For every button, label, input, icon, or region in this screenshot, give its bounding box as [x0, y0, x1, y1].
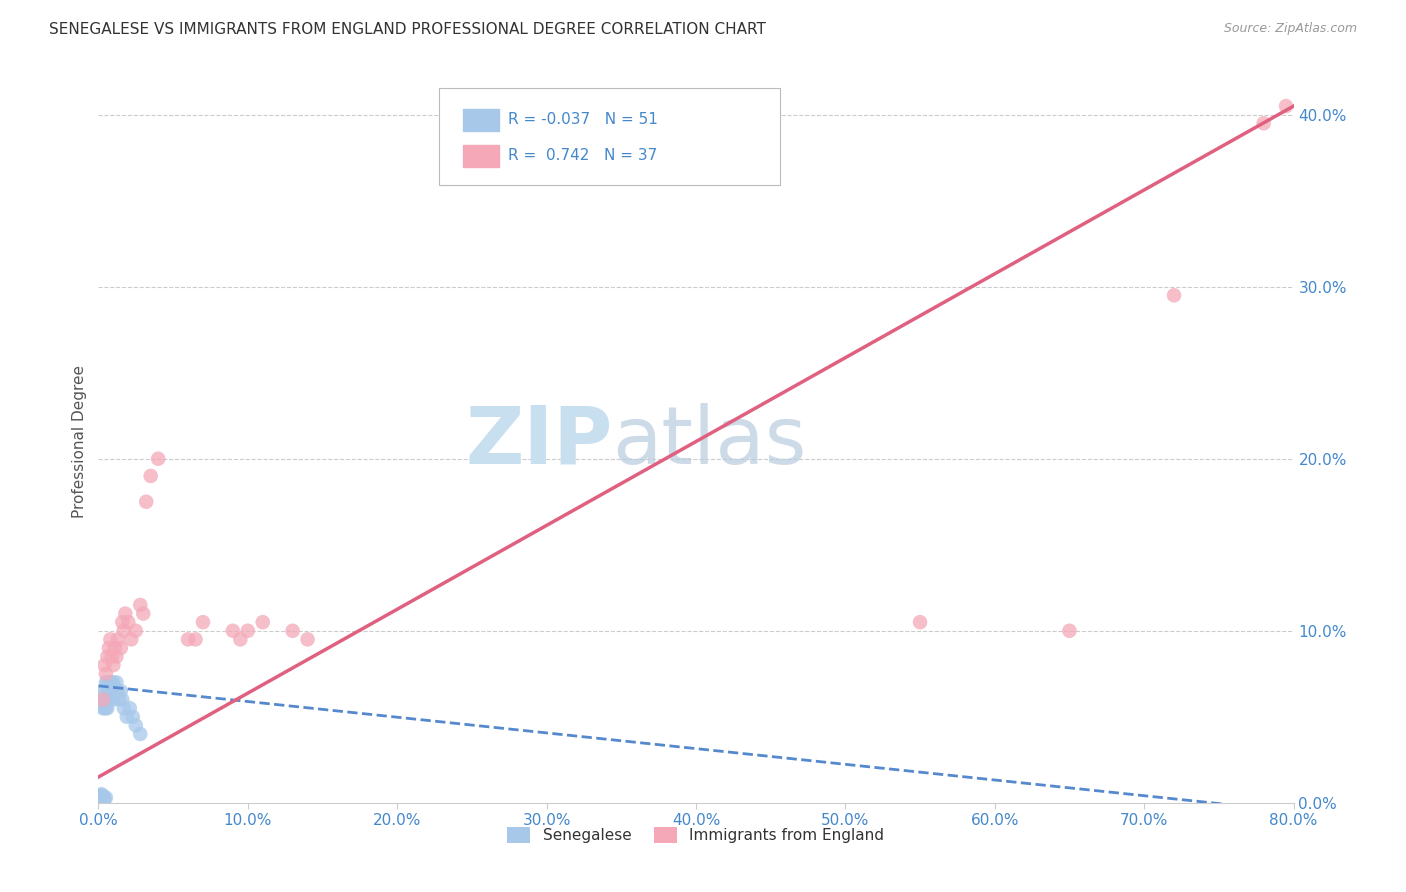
Point	[105, 649, 128, 664]
Point	[908, 615, 931, 630]
Point	[125, 718, 148, 732]
Point	[97, 692, 120, 706]
Point	[112, 701, 135, 715]
Point	[89, 792, 111, 806]
Point	[129, 727, 152, 741]
Point	[236, 624, 259, 638]
Point	[105, 675, 128, 690]
Point	[120, 632, 142, 647]
Point	[97, 684, 120, 698]
Point	[108, 692, 131, 706]
Point	[129, 598, 152, 612]
Point	[281, 624, 304, 638]
Point	[91, 792, 114, 806]
Legend: Senegalese, Immigrants from England: Senegalese, Immigrants from England	[502, 822, 890, 849]
Bar	[463, 145, 499, 167]
Point	[90, 792, 112, 806]
Point	[110, 684, 132, 698]
Point	[132, 607, 155, 621]
Point	[191, 615, 214, 630]
Point	[115, 710, 138, 724]
Point	[94, 790, 117, 805]
Point	[94, 684, 117, 698]
Point	[1059, 624, 1081, 638]
Point	[148, 451, 170, 466]
Point	[93, 790, 115, 805]
Point	[1163, 288, 1185, 302]
Point	[96, 675, 118, 690]
FancyBboxPatch shape	[439, 87, 780, 185]
Point	[93, 692, 115, 706]
Point	[94, 701, 117, 715]
Point	[90, 796, 112, 810]
Point	[229, 632, 252, 647]
Text: SENEGALESE VS IMMIGRANTS FROM ENGLAND PROFESSIONAL DEGREE CORRELATION CHART: SENEGALESE VS IMMIGRANTS FROM ENGLAND PR…	[49, 22, 766, 37]
Point	[1253, 116, 1275, 130]
Point	[91, 701, 114, 715]
Point	[111, 692, 134, 706]
Y-axis label: Professional Degree: Professional Degree	[72, 365, 87, 518]
Point	[96, 692, 118, 706]
Point	[139, 469, 162, 483]
Point	[89, 790, 111, 805]
Point	[103, 658, 125, 673]
Point	[93, 792, 115, 806]
Point	[177, 632, 200, 647]
Point	[222, 624, 245, 638]
Point	[103, 675, 125, 690]
Point	[101, 675, 124, 690]
Text: Source: ZipAtlas.com: Source: ZipAtlas.com	[1223, 22, 1357, 36]
Bar	[463, 109, 499, 131]
Point	[98, 632, 122, 647]
Point	[94, 692, 117, 706]
Text: R = -0.037   N = 51: R = -0.037 N = 51	[509, 112, 658, 127]
Point	[121, 710, 143, 724]
Point	[107, 684, 129, 698]
Point	[94, 675, 117, 690]
Point	[94, 666, 117, 681]
Point	[1275, 99, 1298, 113]
Point	[98, 675, 122, 690]
Point	[91, 790, 114, 805]
Point	[93, 701, 115, 715]
Point	[96, 649, 118, 664]
Point	[93, 658, 115, 673]
Point	[89, 794, 111, 808]
Point	[135, 494, 157, 508]
Point	[97, 675, 120, 690]
Point	[91, 794, 114, 808]
Point	[110, 640, 132, 655]
Point	[107, 632, 129, 647]
Point	[101, 684, 124, 698]
Text: R =  0.742   N = 37: R = 0.742 N = 37	[509, 148, 658, 163]
Point	[90, 790, 112, 805]
Point	[103, 692, 125, 706]
Point	[97, 640, 120, 655]
Point	[90, 794, 112, 808]
Point	[91, 692, 114, 706]
Point	[297, 632, 319, 647]
Point	[114, 607, 136, 621]
Text: atlas: atlas	[613, 402, 807, 481]
Point	[104, 684, 127, 698]
Point	[90, 789, 112, 803]
Point	[89, 789, 111, 803]
Point	[184, 632, 207, 647]
Point	[96, 701, 118, 715]
Point	[91, 692, 114, 706]
Point	[98, 684, 122, 698]
Point	[91, 789, 114, 803]
Point	[111, 615, 134, 630]
Point	[90, 787, 112, 801]
Text: ZIP: ZIP	[465, 402, 613, 481]
Point	[101, 649, 124, 664]
Point	[252, 615, 274, 630]
Point	[89, 796, 111, 810]
Point	[93, 684, 115, 698]
Point	[117, 615, 139, 630]
Point	[118, 701, 141, 715]
Point	[112, 624, 135, 638]
Point	[125, 624, 148, 638]
Point	[104, 640, 127, 655]
